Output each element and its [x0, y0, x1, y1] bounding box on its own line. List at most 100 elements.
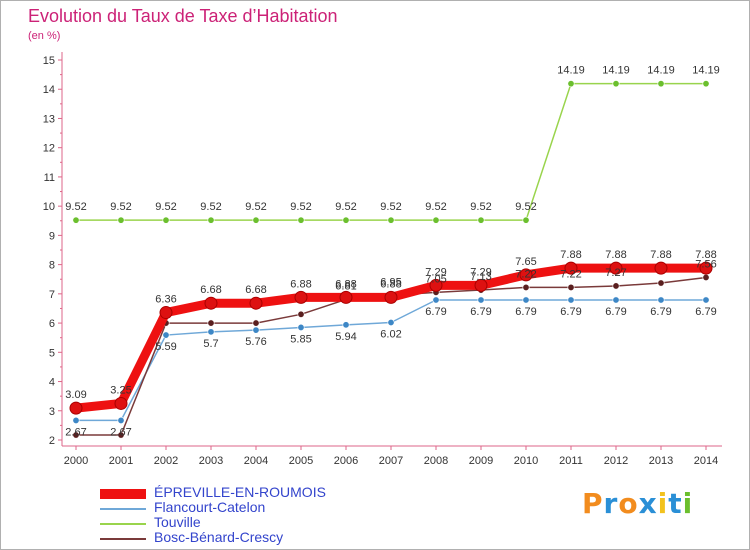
data-label: 6.79	[470, 306, 491, 318]
data-point	[297, 323, 305, 331]
data-label: 5.7	[203, 338, 218, 350]
data-label: 14.19	[647, 65, 675, 77]
data-label: 9.52	[470, 201, 491, 213]
data-point	[567, 80, 575, 88]
data-label: 7.29	[425, 266, 446, 278]
data-point	[342, 216, 350, 224]
x-tick-label: 2002	[154, 455, 178, 467]
x-tick-label: 2005	[289, 455, 313, 467]
data-label: 9.52	[110, 201, 131, 213]
y-tick-label: 6	[49, 318, 55, 330]
series-line	[76, 82, 706, 221]
data-label: 7.88	[560, 249, 581, 261]
y-tick-label: 9	[49, 230, 55, 242]
data-point	[702, 273, 710, 281]
logo-letter: i	[682, 487, 694, 520]
data-label: 7.13	[470, 271, 491, 283]
data-point	[702, 296, 710, 304]
legend-swatch	[100, 489, 146, 499]
data-label: 7.29	[470, 266, 491, 278]
data-point	[567, 283, 575, 291]
data-point	[204, 296, 218, 310]
data-label: 3.25	[110, 384, 131, 396]
data-point	[72, 431, 80, 439]
y-tick-label: 4	[49, 377, 55, 389]
data-label: 2.67	[65, 426, 86, 438]
data-label: 6.79	[515, 306, 536, 318]
data-label: 9.52	[245, 201, 266, 213]
data-label: 5.94	[335, 331, 356, 343]
data-label: 9.52	[155, 201, 176, 213]
data-point	[117, 416, 125, 424]
x-tick-label: 2013	[649, 455, 673, 467]
data-label: 2.67	[110, 426, 131, 438]
data-point	[474, 278, 488, 292]
data-point	[657, 279, 665, 287]
proxiti-logo: Proxiti	[582, 487, 693, 520]
data-label: 7.88	[695, 249, 716, 261]
data-point	[654, 261, 668, 275]
legend-label: Touville	[154, 514, 201, 530]
y-tick-label: 14	[43, 84, 55, 96]
data-label: 6.36	[155, 294, 176, 306]
data-label: 7.27	[605, 267, 626, 279]
x-tick-label: 2014	[694, 455, 718, 467]
data-label: 6.79	[695, 306, 716, 318]
data-label: 6.02	[380, 328, 401, 340]
data-point	[522, 216, 530, 224]
x-tick-label: 2007	[379, 455, 403, 467]
data-label: 6.81	[335, 280, 356, 292]
data-point	[117, 431, 125, 439]
x-tick-label: 2003	[199, 455, 223, 467]
data-label: 7.65	[515, 256, 536, 268]
chart-title: Evolution du Taux de Taxe d’Habitation	[28, 6, 338, 26]
data-label: 6.68	[200, 284, 221, 296]
logo-letter: P	[582, 487, 604, 520]
y-tick-label: 15	[43, 55, 55, 67]
data-point	[699, 261, 713, 275]
legend-item-bosc: Bosc-Bénard-Crescy	[100, 529, 360, 546]
x-tick-label: 2009	[469, 455, 493, 467]
x-tick-label: 2006	[334, 455, 358, 467]
data-point	[252, 319, 260, 327]
legend-item-touville: Touville	[100, 514, 360, 531]
y-tick-label: 8	[49, 260, 55, 272]
data-point	[294, 290, 308, 304]
data-label: 9.52	[335, 201, 356, 213]
data-label: 9.52	[380, 201, 401, 213]
data-label: 5.59	[155, 341, 176, 353]
data-label: 5.85	[290, 333, 311, 345]
data-point	[612, 282, 620, 290]
data-point	[252, 326, 260, 334]
data-label: 7.56	[695, 258, 716, 270]
data-point	[342, 321, 350, 329]
data-point	[339, 290, 353, 304]
data-point	[252, 216, 260, 224]
legend-label: Bosc-Bénard-Crescy	[154, 529, 284, 545]
data-label: 6.79	[605, 306, 626, 318]
logo-letter: x	[638, 487, 658, 520]
y-tick-label: 5	[49, 347, 55, 359]
data-point	[432, 216, 440, 224]
data-point	[564, 261, 578, 275]
data-point	[387, 318, 395, 326]
data-point	[612, 80, 620, 88]
y-tick-label: 12	[43, 143, 55, 155]
data-label: 14.19	[557, 65, 585, 77]
x-tick-label: 2012	[604, 455, 628, 467]
data-label: 7.88	[605, 249, 626, 261]
y-tick-label: 7	[49, 289, 55, 301]
data-point	[522, 283, 530, 291]
logo-letter: t	[668, 487, 683, 520]
data-label: 6.88	[335, 278, 356, 290]
data-point	[297, 216, 305, 224]
data-point	[387, 216, 395, 224]
data-label: 6.68	[245, 284, 266, 296]
x-tick-label: 2011	[559, 455, 583, 467]
data-point	[114, 396, 128, 410]
data-point	[657, 80, 665, 88]
data-label: 5.76	[245, 336, 266, 348]
data-label: 9.52	[515, 201, 536, 213]
